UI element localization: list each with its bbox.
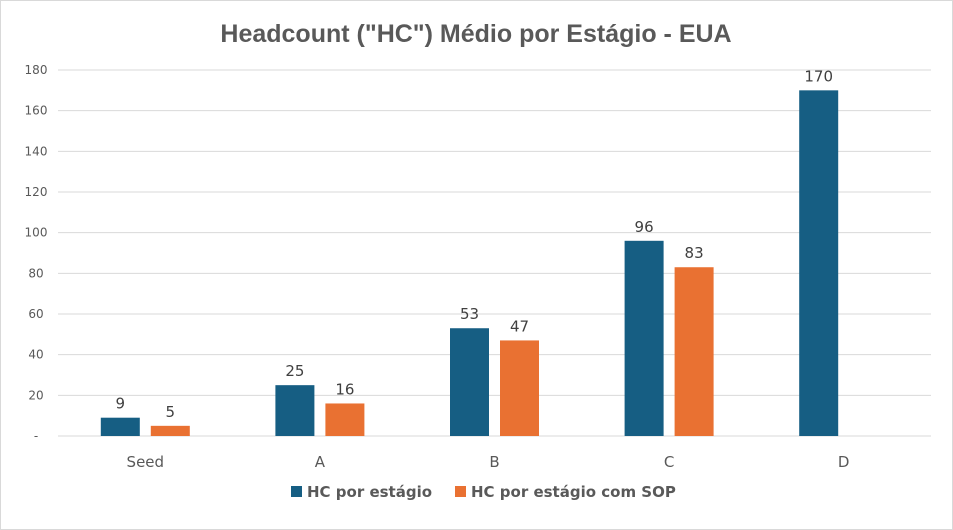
data-label: 170 <box>804 67 833 85</box>
legend-swatch <box>455 486 466 497</box>
y-tick-label: 100 <box>25 226 48 240</box>
legend-swatch <box>291 486 302 497</box>
data-label: 53 <box>460 305 479 323</box>
y-tick-label: - <box>34 429 38 443</box>
y-tick-label: 60 <box>28 307 43 321</box>
data-label: 5 <box>166 403 176 421</box>
bar-hc-com-sop <box>674 267 714 436</box>
x-category-label: B <box>489 453 499 471</box>
bar-hc-por-estagio <box>624 240 664 436</box>
data-label: 9 <box>116 395 126 413</box>
legend-label: HC por estágio com SOP <box>471 483 676 501</box>
x-category-label: D <box>838 453 850 471</box>
bar-hc-com-sop <box>500 340 539 436</box>
bar-hc-por-estagio <box>799 90 839 436</box>
bars <box>100 90 839 436</box>
data-label: 25 <box>285 362 304 380</box>
data-labels: 9 5 25 16 53 47 96 83 170 <box>116 67 833 421</box>
data-label: 83 <box>685 244 704 262</box>
bar-hc-por-estagio <box>100 417 140 436</box>
legend-label: HC por estágio <box>307 483 432 501</box>
y-tick-label: 160 <box>25 104 48 118</box>
gridlines <box>58 69 931 437</box>
x-category-label: C <box>664 453 674 471</box>
x-category-label: Seed <box>127 453 165 471</box>
y-tick-label: 20 <box>28 388 43 402</box>
data-label: 16 <box>335 380 354 398</box>
y-tick-label: 120 <box>25 185 48 199</box>
y-tick-label: 180 <box>25 63 48 77</box>
y-axis-ticks: - 20 40 60 80 100 120 140 160 180 <box>25 63 48 443</box>
bar-hc-com-sop <box>150 425 190 436</box>
x-category-label: A <box>315 453 326 471</box>
y-tick-label: 80 <box>28 266 43 280</box>
bar-hc-com-sop <box>325 403 365 436</box>
bar-hc-por-estagio <box>450 328 489 436</box>
data-label: 47 <box>510 317 529 335</box>
data-label: 96 <box>635 218 654 236</box>
legend: HC por estágio HC por estágio com SOP <box>291 483 676 501</box>
y-tick-label: 140 <box>25 144 48 158</box>
y-tick-label: 40 <box>28 348 43 362</box>
x-axis-categories: Seed A B C D <box>127 453 850 471</box>
bar-hc-por-estagio <box>275 385 315 436</box>
chart-title: Headcount ("HC") Médio por Estágio - EUA <box>220 20 731 48</box>
